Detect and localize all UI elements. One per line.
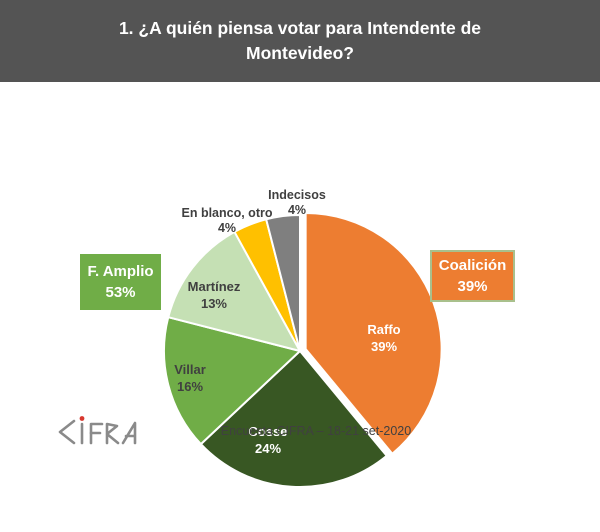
footer-caption: Encuesta CIFRA – 18-21 set-2020 bbox=[220, 424, 412, 438]
pie-slice-raffo bbox=[304, 211, 443, 455]
pie-slice-villar bbox=[163, 316, 301, 446]
callout-pct: 53% bbox=[105, 284, 136, 301]
logo-letter-a bbox=[121, 421, 137, 445]
logo-letter-f bbox=[89, 422, 104, 445]
callout-label: F. Amplio bbox=[87, 263, 154, 280]
pie-slice-indecisos bbox=[265, 214, 301, 352]
callout-label: Coalición bbox=[438, 257, 507, 274]
logo-letter-r bbox=[105, 422, 120, 445]
logo-dot bbox=[79, 416, 85, 421]
cifra-logo bbox=[58, 416, 137, 445]
callout-pct: 39% bbox=[457, 278, 488, 295]
pie-slice-mart-nez bbox=[167, 230, 301, 352]
chart-area: En blanco, otro 4% Indecisos 4% Raffo 39… bbox=[0, 82, 600, 488]
callout-f-amplio: F. Amplio 53% bbox=[80, 254, 161, 310]
title-bar: 1. ¿A quién piensa votar para Intendente… bbox=[0, 0, 600, 82]
page-title: 1. ¿A quién piensa votar para Intendente… bbox=[118, 18, 482, 63]
logo-letter-c bbox=[58, 419, 76, 445]
callout-coalicion: Coalición 39% bbox=[430, 250, 515, 302]
